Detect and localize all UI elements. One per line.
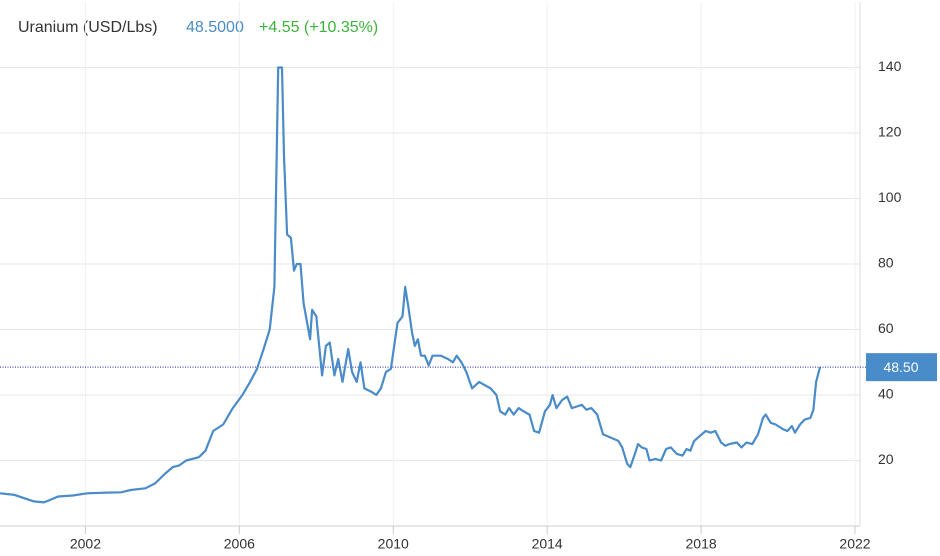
x-tick-label: 2006 <box>224 536 255 552</box>
last-value-box <box>866 353 937 382</box>
y-tick-label: 80 <box>878 255 894 271</box>
y-tick-label: 60 <box>878 320 894 336</box>
price-text: 48.5000 <box>186 19 244 36</box>
last-value-label: 48.50 <box>883 359 918 375</box>
x-tick-label: 2002 <box>70 536 101 552</box>
x-tick-label: 2014 <box>532 536 563 552</box>
y-tick-label: 40 <box>878 386 894 402</box>
y-tick-label: 20 <box>878 451 894 467</box>
y-tick-label: 140 <box>878 58 902 74</box>
x-tick-label: 2018 <box>686 536 717 552</box>
x-tick-label: 2022 <box>839 536 870 552</box>
chart-title: Uranium (USD/Lbs) <box>18 19 158 36</box>
price-line <box>0 66 822 504</box>
y-tick-label: 120 <box>878 124 902 140</box>
x-tick-label: 2010 <box>378 536 409 552</box>
change-text: +4.55 (+10.35%) <box>259 19 378 36</box>
y-tick-label: 100 <box>878 189 902 205</box>
